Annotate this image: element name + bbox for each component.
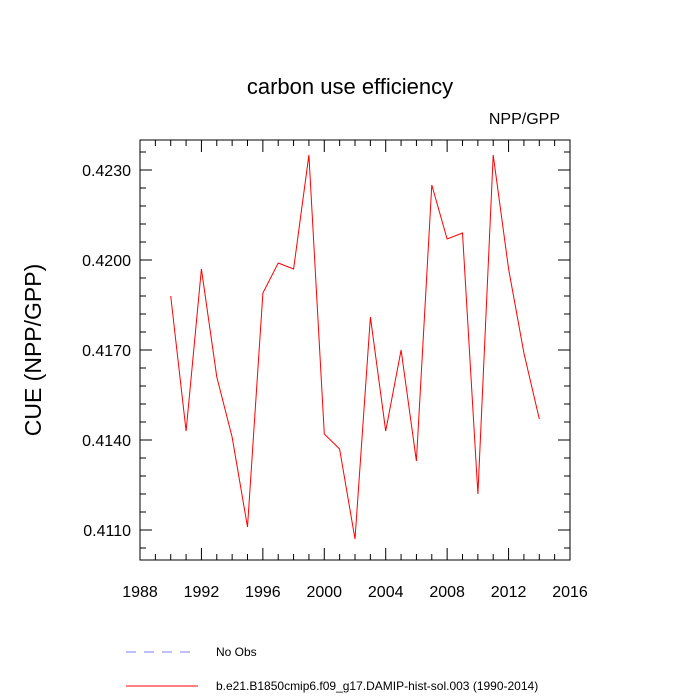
x-tick-label: 2000 xyxy=(306,584,342,601)
y-tick-label: 0.4170 xyxy=(82,343,131,360)
x-tick-label: 1992 xyxy=(184,584,220,601)
x-tick-label: 1988 xyxy=(122,584,158,601)
x-tick-label: 2016 xyxy=(552,584,588,601)
y-axis-label: CUE (NPP/GPP) xyxy=(20,264,46,437)
series-layer xyxy=(170,154,540,540)
x-tick-label: 2008 xyxy=(429,584,465,601)
y-tick-label: 0.4200 xyxy=(82,253,131,270)
y-tick-label: 0.4230 xyxy=(82,163,131,180)
chart-title: carbon use efficiency xyxy=(247,74,453,99)
series-line-model xyxy=(170,154,540,540)
units-label: NPP/GPP xyxy=(489,111,560,128)
y-axis: 0.4110 0.4140 0.4170 0.4200 0.4230 xyxy=(82,151,570,549)
y-tick-label: 0.4110 xyxy=(83,523,131,540)
legend-label-model: b.e21.B1850cmip6.f09_g17.DAMIP-hist-sol.… xyxy=(216,679,538,693)
x-tick-label: 1996 xyxy=(245,584,281,601)
x-tick-label: 2004 xyxy=(368,584,404,601)
x-tick-label: 2012 xyxy=(491,584,527,601)
legend: No Obs b.e21.B1850cmip6.f09_g17.DAMIP-hi… xyxy=(126,645,538,693)
legend-label-no-obs: No Obs xyxy=(216,645,257,659)
plot-frame xyxy=(139,139,571,561)
y-tick-label: 0.4140 xyxy=(82,433,131,450)
x-axis: 1988 1992 1996 2000 2004 2008 2012 2016 xyxy=(122,140,588,601)
